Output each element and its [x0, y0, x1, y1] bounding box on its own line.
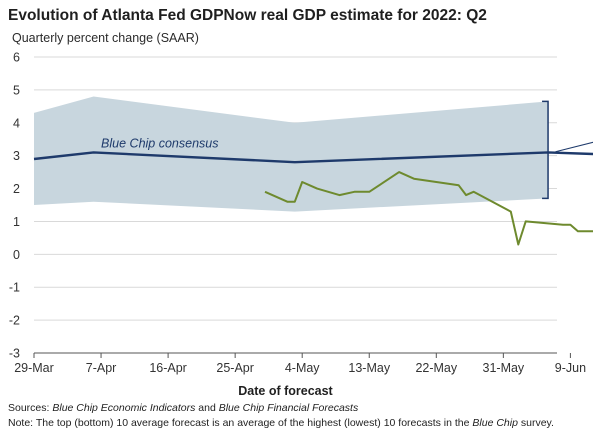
x-tick-label: 16-Apr	[149, 361, 187, 375]
x-tick-label: 4-May	[285, 361, 320, 375]
note-label: Note:	[8, 417, 34, 429]
range-bracket	[542, 100, 549, 200]
note-end: survey.	[517, 417, 554, 429]
x-tick-label: 31-May	[483, 361, 525, 375]
y-tick-label: -1	[9, 281, 20, 295]
y-tick-label: 4	[13, 116, 20, 130]
note-italic: Blue Chip	[472, 417, 518, 429]
x-tick-label: 29-Mar	[14, 361, 54, 375]
chart-subtitle: Quarterly percent change (SAAR)	[12, 31, 199, 45]
series-layer	[33, 151, 593, 246]
label-blue-chip: Blue Chip consensus	[101, 136, 218, 150]
footer-sources: Sources: Blue Chip Economic Indicators a…	[8, 402, 358, 414]
x-tick-label: 22-May	[415, 361, 457, 375]
y-tick-label: 2	[13, 182, 20, 196]
x-axis-title: Date of forecast	[238, 384, 333, 398]
series-line-blue-chip	[33, 151, 593, 164]
range-band-layer	[34, 96, 549, 212]
y-tick-label: -2	[9, 314, 20, 328]
sources-and: and	[195, 402, 219, 414]
y-tick-label: -3	[9, 347, 20, 361]
y-tick-label: 0	[13, 248, 20, 262]
sources-label: Sources:	[8, 402, 50, 414]
sources-title-2: Blue Chip Financial Forecasts	[218, 402, 359, 414]
series-line-gdpnow	[264, 171, 593, 246]
sources-title-1: Blue Chip Economic Indicators	[52, 402, 196, 414]
x-tick-label: 9-Jun	[555, 361, 586, 375]
y-tick-label: 1	[13, 215, 20, 229]
y-tick-label: 3	[13, 149, 20, 163]
y-tick-label: 6	[13, 51, 20, 65]
range-label-leader	[555, 141, 593, 153]
x-tick-label: 25-Apr	[216, 361, 254, 375]
x-tick-label: 13-May	[348, 361, 390, 375]
range-band	[34, 96, 549, 212]
y-tick-label: 5	[13, 83, 20, 97]
x-tick-label: 7-Apr	[86, 361, 117, 375]
axis-layer: 6 5 4 3 2 1 0 -1 -2 -329-Mar 7-Apr 16-Apr 25-Apr 4-Ma…	[9, 51, 586, 399]
note-text: The top (bottom) 10 average forecast is …	[33, 417, 473, 429]
chart-title: Evolution of Atlanta Fed GDPNow real GDP…	[8, 7, 487, 24]
footer-note: Note: The top (bottom) 10 average foreca…	[8, 417, 554, 429]
